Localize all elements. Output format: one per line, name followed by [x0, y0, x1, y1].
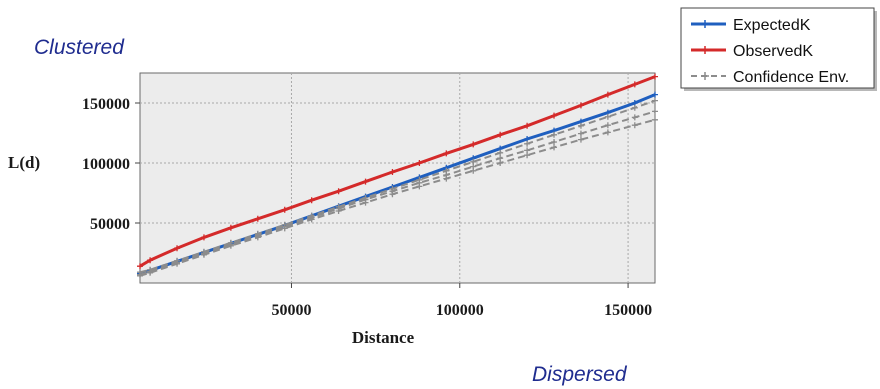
confidence-envelope-point [577, 130, 584, 137]
y-tick-label: 100000 [82, 156, 130, 173]
confidence-env--point [631, 104, 638, 111]
y-tick-label: 150000 [82, 96, 130, 113]
confidence-envelope-point [497, 160, 504, 166]
confidence-envelope-point [551, 139, 558, 145]
confidence-env--point [497, 149, 504, 156]
legend-marker [701, 72, 709, 80]
series-layer [137, 73, 658, 279]
confidence-env--point [551, 131, 558, 138]
observedk-point [174, 245, 181, 252]
confidence-envelope-point [652, 108, 658, 115]
confidence-envelope-point [137, 272, 143, 279]
observedk-point [604, 91, 611, 98]
confidence-envelope-point [389, 191, 396, 198]
confidence-env--point [524, 140, 531, 147]
confidence-envelope-point [604, 122, 611, 129]
confidence-envelope-point [227, 242, 234, 249]
observedk-point [524, 122, 531, 129]
observedk-point [335, 188, 342, 195]
confidence-envelope-point [416, 183, 423, 190]
confidence-env--point [577, 122, 584, 129]
observedk-point [443, 150, 450, 157]
confidence-envelope-point [604, 129, 611, 136]
legend-items: ExpectedK ObservedK Confidence Env. [691, 17, 849, 86]
confidence-envelope-point [631, 122, 638, 129]
observedk-point [200, 234, 207, 241]
confidence-env--point [604, 113, 611, 120]
legend-box [680, 7, 875, 89]
x-tick-label: 100000 [436, 302, 484, 319]
observedk-point [416, 160, 423, 166]
legend-label: ObservedK [733, 43, 813, 60]
confidence-envelope-point [200, 251, 207, 258]
observedk-point [652, 73, 658, 80]
confidence-envelope-point [470, 167, 477, 174]
x-axis-label: Distance [352, 328, 415, 347]
confidence-envelope-point [631, 114, 638, 121]
expectedk-point [652, 91, 658, 98]
observedk-point [551, 112, 558, 119]
observedk-point [147, 257, 154, 264]
confidence-env--point [652, 97, 658, 104]
observedk-point [389, 169, 396, 175]
tick-labels: 50000 100000 150000 50000 100000 150000 [82, 96, 652, 319]
legend: ExpectedK ObservedK Confidence Env. [680, 7, 877, 91]
observedk-point [577, 102, 584, 109]
legend-label: ExpectedK [733, 17, 811, 34]
legend-marker [701, 20, 709, 28]
clustered-annotation: Clustered [34, 36, 125, 59]
y-axis-label: L(d) [8, 153, 40, 172]
observedk-point [362, 178, 369, 185]
observedk-point [254, 215, 261, 222]
grid-lines [140, 73, 655, 283]
x-tick-label: 150000 [604, 302, 652, 319]
confidence-envelope-point [335, 208, 342, 214]
confidence-envelope-point [362, 199, 369, 206]
confidence-envelope-point [308, 216, 315, 223]
confidence-envelope-point [577, 136, 584, 143]
y-tick-label: 50000 [90, 216, 130, 233]
confidence-envelope-point [147, 269, 154, 276]
observedk-point [470, 141, 477, 148]
confidence-envelope-point [524, 152, 531, 159]
confidence-envelope-point [174, 260, 181, 267]
observedk-point [497, 131, 504, 138]
plot-area [139, 72, 656, 284]
confidence-envelope-point [551, 144, 558, 151]
observedk-point [631, 81, 638, 88]
observedk-point [227, 224, 234, 231]
confidence-envelope-point [443, 175, 450, 182]
dispersed-annotation: Dispersed [532, 363, 628, 386]
confidence-envelope-point [652, 116, 658, 123]
x-tick-label: 50000 [271, 302, 311, 319]
observedk-point [281, 206, 288, 213]
confidence-envelope-point [254, 234, 261, 241]
confidence-envelope-point [281, 225, 288, 232]
legend-label: Confidence Env. [733, 69, 849, 86]
observedk-point [137, 263, 143, 270]
legend-marker [701, 46, 709, 54]
observedk-point [308, 197, 315, 204]
